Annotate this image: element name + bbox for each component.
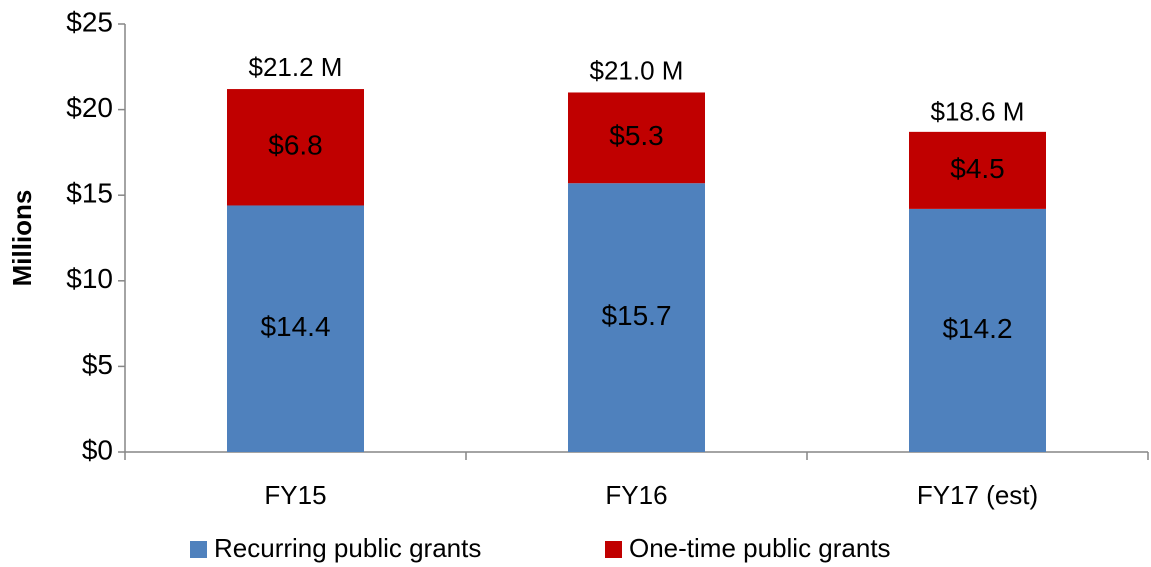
legend-swatch <box>605 541 622 558</box>
total-label: $18.6 M <box>931 96 1025 126</box>
value-label: $5.3 <box>609 120 664 151</box>
y-axis-label: Millions <box>7 190 37 287</box>
bar-segment <box>568 183 705 452</box>
x-tick-label: FY16 <box>605 480 667 510</box>
value-label: $14.2 <box>942 313 1012 344</box>
y-tick-label: $5 <box>82 349 113 380</box>
legend-label: Recurring public grants <box>214 533 481 563</box>
bar-segment <box>227 205 364 452</box>
bar-segment <box>568 92 705 184</box>
bar-segment <box>909 131 1046 209</box>
total-label: $21.2 M <box>249 52 343 82</box>
y-tick-label: $0 <box>82 434 113 465</box>
y-tick-label: $20 <box>66 92 113 123</box>
value-label: $6.8 <box>268 130 323 161</box>
value-label: $14.4 <box>260 311 330 342</box>
x-tick-label: FY17 (est) <box>917 480 1038 510</box>
bar-segment <box>227 89 364 206</box>
bar-segment <box>909 208 1046 452</box>
y-tick-label: $15 <box>66 178 113 209</box>
total-label: $21.0 M <box>590 55 684 85</box>
x-tick-label: FY15 <box>264 480 326 510</box>
value-label: $15.7 <box>601 300 671 331</box>
y-tick-label: $25 <box>66 6 113 37</box>
legend-swatch <box>190 541 207 558</box>
legend-label: One-time public grants <box>629 533 891 563</box>
value-label: $4.5 <box>950 153 1005 184</box>
y-tick-label: $10 <box>66 263 113 294</box>
